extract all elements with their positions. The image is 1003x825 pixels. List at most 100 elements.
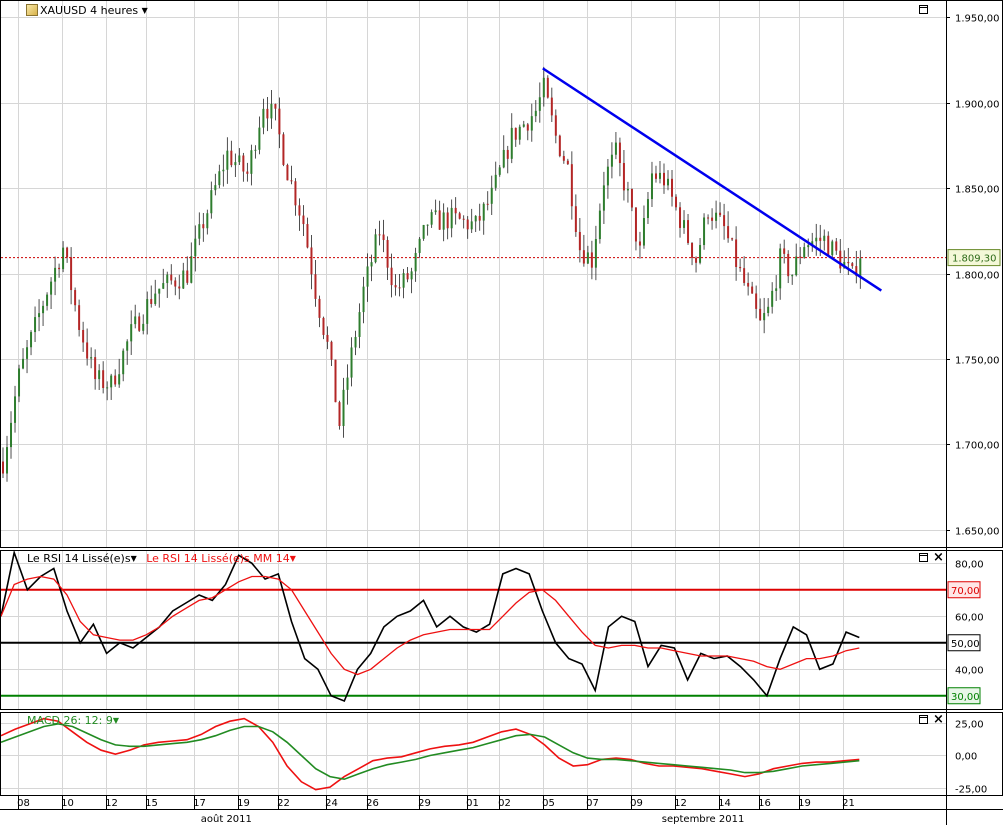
candle-body [50,281,53,295]
x-month-label: septembre 2011 [662,814,745,825]
x-tick-label: 29 [418,798,431,809]
x-tick-label: 21 [842,798,855,809]
candle-body [767,306,770,314]
candle-body [819,237,822,241]
rsi-level-label: 70,00 [951,586,980,597]
macd-maximize-icon[interactable] [919,715,928,724]
rsi-legend[interactable]: Le RSI 14 Lissé(e)s▼ Le RSI 14 Lissé(e)s… [27,552,296,565]
candle-body [14,396,17,423]
candle-body [638,241,641,246]
candle-body [715,212,718,221]
candle-body [374,234,377,263]
candle-body [134,316,137,325]
candle-body [566,160,569,165]
candle-body [98,370,101,380]
candle-body [62,247,65,270]
candle-body [518,126,521,140]
candle-body [114,375,117,385]
symbol-selector[interactable]: XAUUSD 4 heures ▼ [26,4,148,17]
macd-close-icon[interactable]: × [933,712,944,727]
x-tick-label: 10 [61,798,74,809]
price-tick-label: 1.900,00 [955,100,1000,111]
candle-body [474,215,477,222]
candle-body [74,290,77,306]
candle-body [827,235,830,256]
price-tick-label: 1.650,00 [955,527,1000,538]
grid-lines [1,1,946,795]
macd-tick-label: -25,00 [955,785,987,796]
macd-line [0,717,860,791]
candle-body [166,274,169,284]
candle-body [318,298,321,318]
candle-body [799,256,802,258]
macd-legend[interactable]: MACD 26: 12: 9▼ [27,714,119,727]
rsi-level-tag [947,581,981,599]
rsi-level-tag [947,687,981,705]
candle-body [66,247,69,258]
rsi-panel [0,549,946,703]
candle-body [667,178,670,186]
rsi-maximize-icon[interactable] [919,553,928,562]
candle-body [735,239,738,267]
candle-body [194,238,197,257]
rsi-ma-dropdown-icon[interactable]: ▼ [289,554,296,563]
candle-body [410,271,413,280]
candle-body [378,234,381,236]
candle-body [614,142,617,155]
x-tick-label: 12 [674,798,687,809]
candle-body [699,245,702,263]
candle-body [514,127,517,140]
candle-body [618,142,621,164]
candle-body [582,250,585,264]
x-tick-label: 01 [466,798,479,809]
candle-body [94,357,97,380]
candle-body [414,252,417,272]
candle-body [679,207,682,228]
candle-body [502,149,505,168]
candle-body [226,150,229,170]
candle-body [723,215,726,227]
candle-body [574,206,577,232]
candle-body [815,237,818,242]
candle-body [586,252,589,264]
candle-body [162,283,165,289]
macd-tick-label: 0,00 [955,752,977,763]
candle-body [646,199,649,219]
candle-body [326,334,329,342]
rsi-tick-label: 40,00 [955,666,984,677]
candle-body [402,273,405,288]
rsi-close-icon[interactable]: × [933,550,944,565]
macd-dropdown-icon[interactable]: ▼ [112,716,120,725]
candle-body [262,108,265,128]
candle-body [558,135,561,157]
candle-body [186,270,189,283]
rsi-dropdown-icon[interactable]: ▼ [130,554,137,563]
candle-body [743,268,746,283]
candle-body [170,274,173,281]
candle-body [182,270,185,289]
candle-body [622,163,625,191]
candle-body [522,124,525,127]
dropdown-arrow-icon[interactable]: ▼ [141,6,148,15]
timeframe-text: 4 heures [90,4,139,17]
candle-body [190,256,193,283]
candle-body [807,245,810,248]
candle-body [242,155,245,172]
candle-body [294,181,297,206]
candle-body [230,150,233,166]
candle-body [6,447,9,474]
candle-body [338,402,341,426]
candle-body [218,171,221,186]
candle-body [550,97,553,116]
candle-body [530,116,533,131]
candle-body [334,359,337,403]
candle-body [534,110,537,117]
candle-body [446,212,449,229]
rsi-legend-label: Le RSI 14 Lissé(e)s [27,552,131,565]
candle-body [570,164,573,207]
candle-body [234,162,237,166]
candle-body [266,108,269,119]
candle-body [330,341,333,360]
maximize-icon[interactable] [919,5,928,14]
